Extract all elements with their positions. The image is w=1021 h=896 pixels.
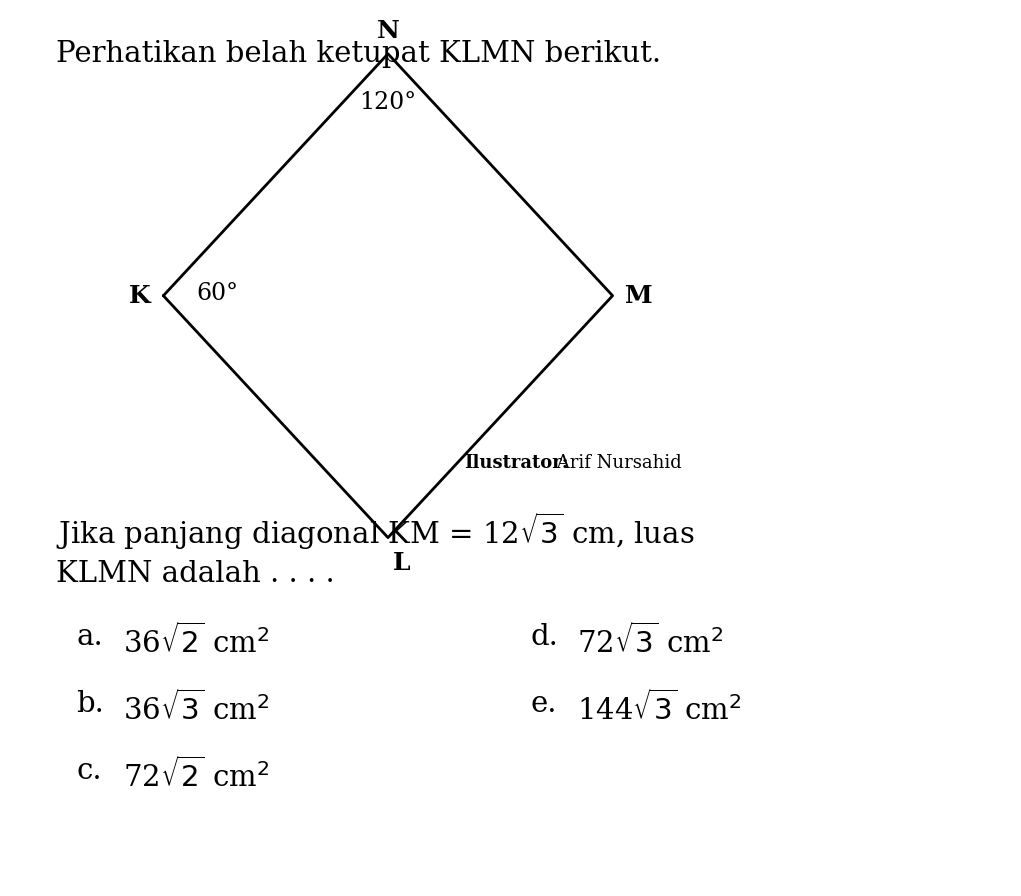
Text: 72$\sqrt{3}$ cm$^{2}$: 72$\sqrt{3}$ cm$^{2}$	[577, 623, 723, 659]
Text: M: M	[625, 284, 652, 307]
Text: KLMN adalah . . . .: KLMN adalah . . . .	[56, 560, 335, 588]
Text: L: L	[393, 551, 410, 575]
Text: Jika panjang diagonal KM = 12$\sqrt{3}$ cm, luas: Jika panjang diagonal KM = 12$\sqrt{3}$ …	[56, 511, 694, 553]
Text: 36$\sqrt{3}$ cm$^{2}$: 36$\sqrt{3}$ cm$^{2}$	[123, 690, 269, 726]
Text: Arif Nursahid: Arif Nursahid	[551, 454, 682, 472]
Text: d.: d.	[531, 623, 558, 650]
Text: b.: b.	[77, 690, 104, 718]
Text: N: N	[377, 19, 399, 43]
Text: K: K	[130, 284, 151, 307]
Text: Perhatikan belah ketupat KLMN berikut.: Perhatikan belah ketupat KLMN berikut.	[56, 40, 662, 68]
Text: Ilustrator:: Ilustrator:	[465, 454, 569, 472]
Text: c.: c.	[77, 757, 102, 785]
Text: 36$\sqrt{2}$ cm$^{2}$: 36$\sqrt{2}$ cm$^{2}$	[123, 623, 269, 659]
Text: a.: a.	[77, 623, 103, 650]
Text: 144$\sqrt{3}$ cm$^{2}$: 144$\sqrt{3}$ cm$^{2}$	[577, 690, 741, 726]
Text: 120°: 120°	[359, 91, 417, 115]
Text: e.: e.	[531, 690, 557, 718]
Text: 72$\sqrt{2}$ cm$^{2}$: 72$\sqrt{2}$ cm$^{2}$	[123, 757, 269, 793]
Text: 60°: 60°	[196, 282, 238, 306]
